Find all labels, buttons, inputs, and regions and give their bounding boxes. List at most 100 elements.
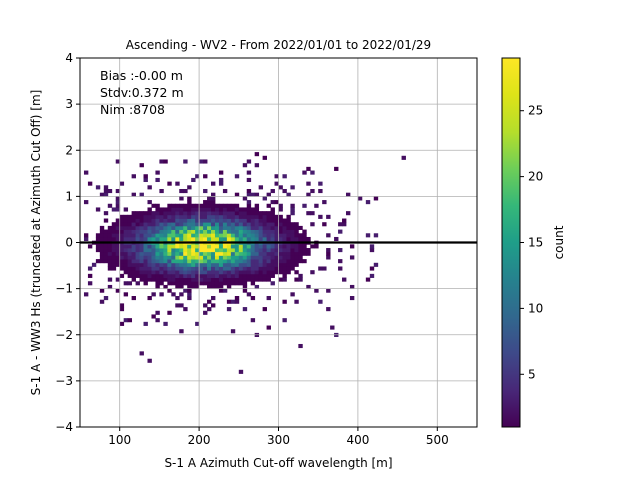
heatmap-cell xyxy=(250,244,256,249)
heatmap-cell xyxy=(242,236,248,242)
heatmap-cell xyxy=(238,255,244,260)
heatmap-cell xyxy=(135,266,140,271)
heatmap-cell xyxy=(258,259,264,264)
heatmap-cell xyxy=(218,233,224,238)
heatmap-cell xyxy=(266,218,271,223)
heatmap-cell xyxy=(230,273,236,278)
heatmap-cell xyxy=(163,321,168,326)
heatmap-cell xyxy=(143,211,148,216)
heatmap-cell xyxy=(238,222,244,227)
heatmap-cell xyxy=(127,218,133,223)
heatmap-cell xyxy=(254,277,260,282)
heatmap-cell xyxy=(175,244,180,249)
heatmap-cell xyxy=(175,251,180,256)
heatmap-cell xyxy=(258,255,264,260)
heatmap-cell xyxy=(171,292,176,297)
heatmap-cell xyxy=(163,218,168,223)
heatmap-cell xyxy=(159,211,164,216)
heatmap-cell xyxy=(234,273,240,278)
heatmap-cell xyxy=(151,214,156,219)
heatmap-cell xyxy=(254,192,260,197)
heatmap-cell xyxy=(254,262,260,267)
heatmap-cell xyxy=(326,251,331,256)
heatmap-cell xyxy=(187,296,192,301)
heatmap-cell xyxy=(159,222,164,227)
heatmap-cell xyxy=(187,225,192,230)
heatmap-cell xyxy=(151,259,156,264)
heatmap-cell xyxy=(290,262,295,267)
heatmap-cell xyxy=(349,255,355,260)
heatmap-cell xyxy=(171,233,176,238)
heatmap-cell xyxy=(163,270,168,275)
heatmap-cell xyxy=(282,188,287,194)
heatmap-cell xyxy=(159,218,164,223)
heatmap-cell xyxy=(242,225,248,230)
heatmap-cell xyxy=(211,229,216,234)
heatmap-cell xyxy=(226,225,232,230)
heatmap-cell xyxy=(262,270,267,275)
heatmap-cell xyxy=(230,281,236,286)
heatmap-cell xyxy=(171,218,176,223)
heatmap-cell xyxy=(250,270,256,275)
heatmap-cell xyxy=(246,200,252,205)
heatmap-cell xyxy=(254,273,260,278)
colorbar-tick-label: 5 xyxy=(528,367,536,381)
heatmap-cell xyxy=(171,211,176,216)
heatmap-cell xyxy=(155,233,160,238)
heatmap-cell xyxy=(214,218,220,223)
heatmap-cell xyxy=(230,203,236,208)
heatmap-cell xyxy=(318,214,323,219)
heatmap-cell xyxy=(103,211,109,216)
heatmap-cell xyxy=(218,273,224,278)
heatmap-cell xyxy=(127,266,133,271)
heatmap-cell xyxy=(254,248,260,253)
heatmap-cell xyxy=(143,248,148,253)
heatmap-cell xyxy=(230,229,236,234)
heatmap-cell xyxy=(171,214,176,219)
heatmap-cell xyxy=(230,218,236,223)
heatmap-cell xyxy=(131,296,136,301)
heatmap-cell xyxy=(254,218,260,223)
heatmap-cell xyxy=(286,192,291,197)
heatmap-cell xyxy=(282,218,287,223)
heatmap-cell xyxy=(115,222,121,227)
heatmap-cell xyxy=(139,248,144,253)
heatmap-cell xyxy=(131,273,136,278)
heatmap-cell xyxy=(175,214,180,219)
heatmap-cell xyxy=(187,203,192,208)
heatmap-cell xyxy=(139,211,144,216)
heatmap-cell xyxy=(191,214,196,219)
heatmap-cell xyxy=(330,325,335,330)
heatmap-cell xyxy=(123,218,129,223)
heatmap-cell xyxy=(302,170,307,175)
heatmap-cell xyxy=(159,277,164,282)
heatmap-cell xyxy=(270,225,275,230)
heatmap-cell xyxy=(195,244,200,249)
heatmap-cell xyxy=(175,277,180,282)
heatmap-cell xyxy=(326,233,331,238)
heatmap-cell xyxy=(183,255,188,260)
heatmap-cell xyxy=(266,222,271,227)
heatmap-cell xyxy=(250,248,256,253)
heatmap-cell xyxy=(167,218,172,223)
heatmap-cell xyxy=(222,214,228,219)
heatmap-cell xyxy=(151,225,156,230)
heatmap-cell xyxy=(214,214,220,219)
heatmap-cell xyxy=(250,266,256,271)
heatmap-cell xyxy=(218,229,224,234)
heatmap-cell xyxy=(266,273,271,278)
heatmap-cell xyxy=(373,233,379,238)
heatmap-cell xyxy=(222,188,228,194)
heatmap-cell xyxy=(151,266,156,271)
heatmap-cell xyxy=(139,351,144,356)
heatmap-cell xyxy=(203,262,208,267)
heatmap-cell xyxy=(171,266,176,271)
heatmap-cell xyxy=(238,233,244,238)
heatmap-cell xyxy=(286,222,291,227)
heatmap-cell xyxy=(349,244,355,249)
heatmap-cell xyxy=(306,236,311,242)
heatmap-cell xyxy=(163,273,168,278)
heatmap-cell xyxy=(119,321,125,326)
heatmap-cell xyxy=(226,299,232,304)
heatmap-cell xyxy=(254,203,260,208)
